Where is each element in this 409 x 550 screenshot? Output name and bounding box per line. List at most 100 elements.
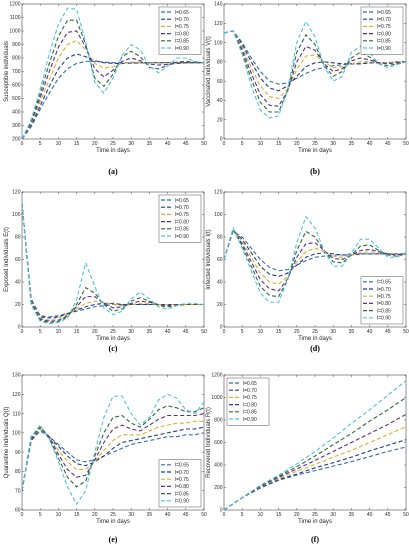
- y-tick-label: 100: [214, 212, 223, 218]
- x-tick-label: 5: [241, 512, 244, 518]
- y-tick-label: 800: [214, 418, 223, 424]
- x-tick-label: 15: [276, 141, 282, 147]
- legend-label: l=0.85: [377, 39, 391, 45]
- y-tick-label: 80: [15, 235, 21, 241]
- x-tick-label: 15: [276, 329, 282, 335]
- x-tick-label: 50: [403, 141, 409, 147]
- chart-panel-c: 0 5 10 15 20 25 30 35 40 45 50 0 20 40 60 80 100 120 Time …: [4, 190, 207, 353]
- y-tick-label: 40: [217, 98, 223, 104]
- y-tick-label: 900: [12, 42, 21, 48]
- y-tick-label: 80: [217, 235, 223, 241]
- legend-label: l=0.90: [175, 499, 189, 505]
- series-line-3: [22, 413, 204, 491]
- series-line-5: [22, 393, 204, 506]
- x-tick-label: 10: [56, 512, 62, 518]
- panel-caption: (e): [109, 535, 118, 544]
- x-tick-label: 30: [128, 141, 134, 147]
- series-line-4: [22, 203, 204, 324]
- series-line-3: [224, 227, 406, 292]
- y-tick-label: 1200: [211, 373, 222, 379]
- y-tick-label: 20: [217, 302, 223, 308]
- y-tick-label: 100: [214, 40, 223, 46]
- x-tick-label: 5: [39, 141, 42, 147]
- series-line-1: [224, 30, 406, 92]
- x-tick-label: 50: [201, 329, 207, 335]
- x-tick-label: 5: [241, 329, 244, 335]
- y-tick-label: 0: [220, 325, 223, 331]
- x-tick-label: 25: [312, 512, 318, 518]
- y-tick-label: 1000: [211, 395, 222, 401]
- chart-panel-b: 0 5 10 15 20 25 30 35 40 45 50 0 20 40 60 80 100 120 140 Ti…: [206, 2, 409, 176]
- x-tick-label: 15: [74, 141, 80, 147]
- y-tick-label: 110: [13, 411, 21, 417]
- x-tick-label: 45: [385, 512, 391, 518]
- x-tick-label: 40: [165, 329, 171, 335]
- y-tick-label: 90: [15, 450, 21, 456]
- y-tick-label: 100: [12, 431, 21, 437]
- legend-label: l=0.80: [377, 31, 391, 37]
- series-line-1: [22, 203, 204, 319]
- x-tick-label: 20: [294, 141, 300, 147]
- x-tick-label: 15: [74, 329, 80, 335]
- y-tick-label: 70: [15, 488, 21, 494]
- x-tick-label: 50: [403, 512, 409, 518]
- legend-label: l=0.90: [175, 46, 189, 52]
- x-tick-label: 35: [147, 141, 153, 147]
- legend-label: l=0.70: [243, 388, 257, 394]
- x-tick-label: 45: [183, 512, 189, 518]
- y-axis-label: Vaccinated Individuals V(t): [206, 36, 212, 107]
- panel-caption: (a): [108, 167, 118, 176]
- y-tick-label: 1100: [10, 15, 21, 21]
- x-tick-label: 30: [330, 512, 336, 518]
- x-axis-label: Time in days: [96, 336, 130, 342]
- legend-box: [158, 6, 202, 55]
- legend-label: l=0.75: [377, 294, 391, 300]
- x-tick-label: 5: [241, 141, 244, 147]
- legend-label: l=0.80: [175, 219, 189, 225]
- y-tick-label: 0: [18, 325, 21, 331]
- x-axis-label: Time in days: [298, 519, 332, 525]
- series-line-2: [22, 39, 204, 139]
- x-tick-label: 20: [92, 141, 98, 147]
- legend-label: l=0.65: [175, 463, 189, 469]
- series-line-5: [22, 7, 204, 139]
- y-tick-label: 60: [217, 257, 223, 263]
- legend-label: l=0.85: [175, 39, 189, 45]
- chart-panel-e: 0 5 10 15 20 25 30 35 40 45 50 60 70 80 90 100 110 120 130…: [4, 373, 207, 544]
- x-tick-label: 0: [21, 329, 24, 335]
- y-tick-label: 1000: [9, 29, 20, 35]
- x-tick-label: 45: [385, 329, 391, 335]
- x-tick-label: 40: [165, 141, 171, 147]
- x-tick-label: 40: [367, 141, 373, 147]
- series-line-5: [224, 215, 406, 303]
- x-tick-label: 35: [349, 141, 355, 147]
- y-tick-label: 20: [15, 302, 21, 308]
- legend-label: l=0.75: [175, 212, 189, 218]
- legend-label: l=0.70: [175, 470, 189, 476]
- x-axis-label: Time in days: [298, 336, 332, 342]
- x-tick-label: 50: [201, 141, 207, 147]
- chart-panel-d: 0 5 10 15 20 25 30 35 40 45 50 0 20 40 60 80 100 120 Time …: [206, 190, 409, 353]
- panel-caption: (f): [311, 535, 319, 544]
- legend-label: l=0.85: [243, 410, 257, 416]
- y-tick-label: 20: [217, 117, 223, 123]
- y-tick-label: 1200: [9, 2, 20, 8]
- series-line-1: [22, 426, 204, 491]
- y-tick-label: 40: [217, 280, 223, 286]
- legend-label: l=0.75: [175, 477, 189, 483]
- y-axis-label: Recovered Individuals R(t): [206, 407, 212, 478]
- x-tick-label: 10: [258, 329, 264, 335]
- y-tick-label: 120: [12, 190, 21, 196]
- y-tick-label: 700: [12, 69, 21, 75]
- legend: l=0.65l=0.70l=0.75l=0.80l=0.85l=0.90: [158, 6, 202, 55]
- legend: l=0.65l=0.70l=0.75l=0.80l=0.85l=0.90: [158, 459, 202, 508]
- legend-label: l=0.80: [175, 484, 189, 490]
- x-tick-label: 25: [110, 512, 116, 518]
- x-tick-label: 20: [92, 512, 98, 518]
- x-tick-label: 30: [330, 141, 336, 147]
- legend: l=0.65l=0.70l=0.75l=0.80l=0.85l=0.90: [158, 194, 202, 243]
- y-tick-label: 60: [217, 79, 223, 85]
- y-tick-label: 0: [220, 137, 223, 143]
- legend: l=0.65l=0.70l=0.75l=0.80l=0.85l=0.90: [360, 6, 404, 55]
- series-line-3: [22, 30, 204, 139]
